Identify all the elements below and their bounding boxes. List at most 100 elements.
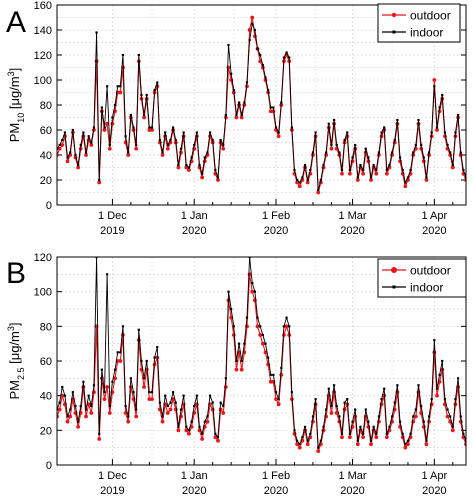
data-point-indoor xyxy=(435,387,439,390)
data-point-indoor xyxy=(127,151,130,154)
data-point-indoor xyxy=(82,131,85,134)
data-point-indoor xyxy=(198,425,201,428)
data-point-indoor xyxy=(277,131,280,134)
data-point-indoor xyxy=(177,163,180,167)
data-point-indoor xyxy=(343,401,346,404)
data-point-indoor xyxy=(193,143,196,147)
data-point-indoor xyxy=(383,126,386,129)
data-point-indoor xyxy=(179,408,183,411)
data-point-indoor xyxy=(280,101,283,104)
data-point-outdoor xyxy=(84,153,88,157)
data-point-outdoor xyxy=(450,428,455,433)
data-point-outdoor xyxy=(369,178,373,182)
plot-frame xyxy=(56,256,467,466)
data-point-indoor xyxy=(69,151,72,154)
data-point-indoor xyxy=(182,131,185,134)
y-axis-title: PM2.5 [μg/m3] xyxy=(6,322,26,399)
data-point-indoor xyxy=(348,432,351,435)
data-point-indoor xyxy=(451,425,454,428)
data-point-indoor xyxy=(227,43,230,47)
data-point-indoor xyxy=(438,373,441,376)
x-tick-label-year: 2020 xyxy=(264,485,288,497)
y-axis-title-sub: 10 xyxy=(16,113,26,123)
data-point-indoor xyxy=(364,408,367,411)
data-point-outdoor xyxy=(142,115,146,120)
x-tick-label-year: 2019 xyxy=(100,485,124,497)
data-point-indoor xyxy=(454,131,457,134)
y-tick-label: 40 xyxy=(40,150,52,162)
data-point-outdoor xyxy=(86,402,91,407)
data-point-indoor xyxy=(298,181,301,184)
data-point-outdoor xyxy=(340,171,344,176)
data-point-outdoor xyxy=(105,121,110,126)
data-point-indoor xyxy=(412,415,415,418)
data-point-indoor xyxy=(330,143,333,147)
y-tick-label: 80 xyxy=(40,100,52,112)
data-point-outdoor xyxy=(467,428,471,432)
data-point-indoor xyxy=(266,88,270,92)
data-point-outdoor xyxy=(316,449,321,454)
data-point-indoor xyxy=(174,401,177,404)
data-point-indoor xyxy=(113,103,117,107)
data-point-indoor xyxy=(438,106,441,109)
data-point-indoor xyxy=(369,439,373,442)
data-point-outdoor xyxy=(258,333,263,337)
data-point-indoor xyxy=(224,113,227,117)
y-axis-title-sup: 3 xyxy=(6,71,16,76)
data-point-indoor xyxy=(106,85,109,88)
data-point-outdoor xyxy=(176,428,181,433)
data-point-indoor xyxy=(306,439,309,442)
data-point-indoor xyxy=(148,391,151,394)
legend-marker-indoor xyxy=(392,285,396,289)
data-point-outdoor xyxy=(374,171,379,176)
data-point-indoor xyxy=(319,439,322,442)
data-point-outdoor xyxy=(216,438,220,443)
data-point-indoor xyxy=(240,359,243,363)
data-point-indoor xyxy=(422,420,425,423)
data-point-indoor xyxy=(401,168,404,172)
y-axis: 0 20 40 60 80 100 120 xyxy=(34,252,466,472)
data-point-indoor xyxy=(166,143,169,147)
data-point-outdoor xyxy=(113,376,117,381)
data-point-indoor xyxy=(187,166,191,169)
data-point-indoor xyxy=(95,257,98,259)
data-point-indoor xyxy=(140,359,143,363)
data-point-outdoor xyxy=(342,407,347,412)
data-point-indoor xyxy=(245,81,249,84)
data-point-indoor xyxy=(285,316,288,319)
data-point-indoor xyxy=(449,415,452,418)
data-point-outdoor xyxy=(329,411,334,415)
data-point-indoor xyxy=(179,147,183,150)
data-point-indoor xyxy=(129,377,132,380)
data-point-indoor xyxy=(269,106,272,109)
data-point-outdoor xyxy=(165,411,170,415)
data-point-indoor xyxy=(298,443,301,446)
data-point-indoor xyxy=(222,143,225,147)
data-point-indoor xyxy=(293,429,296,432)
data-point-indoor xyxy=(261,333,264,337)
data-point-outdoor xyxy=(435,128,439,132)
data-point-indoor xyxy=(364,147,367,150)
data-point-outdoor xyxy=(123,411,128,415)
panel-letter: B xyxy=(6,257,26,290)
legend-box xyxy=(377,3,461,43)
data-point-outdoor xyxy=(97,437,102,441)
data-point-outdoor xyxy=(184,165,189,170)
data-point-indoor xyxy=(206,151,209,154)
data-point-indoor xyxy=(124,135,127,138)
data-point-outdoor xyxy=(168,407,173,412)
data-point-indoor xyxy=(172,126,175,129)
data-point-indoor xyxy=(222,404,225,408)
data-point-indoor xyxy=(57,408,59,411)
y-axis-title-sub: 2.5 xyxy=(16,368,26,381)
data-point-outdoor xyxy=(445,414,450,419)
data-point-indoor xyxy=(57,147,59,150)
data-point-indoor xyxy=(108,143,111,147)
data-point-indoor xyxy=(385,432,388,435)
data-point-indoor xyxy=(69,408,72,411)
legend-box xyxy=(377,258,467,298)
data-point-indoor xyxy=(443,131,446,134)
data-point-indoor xyxy=(330,404,333,408)
data-point-indoor xyxy=(201,172,204,175)
data-point-outdoor xyxy=(147,397,152,402)
